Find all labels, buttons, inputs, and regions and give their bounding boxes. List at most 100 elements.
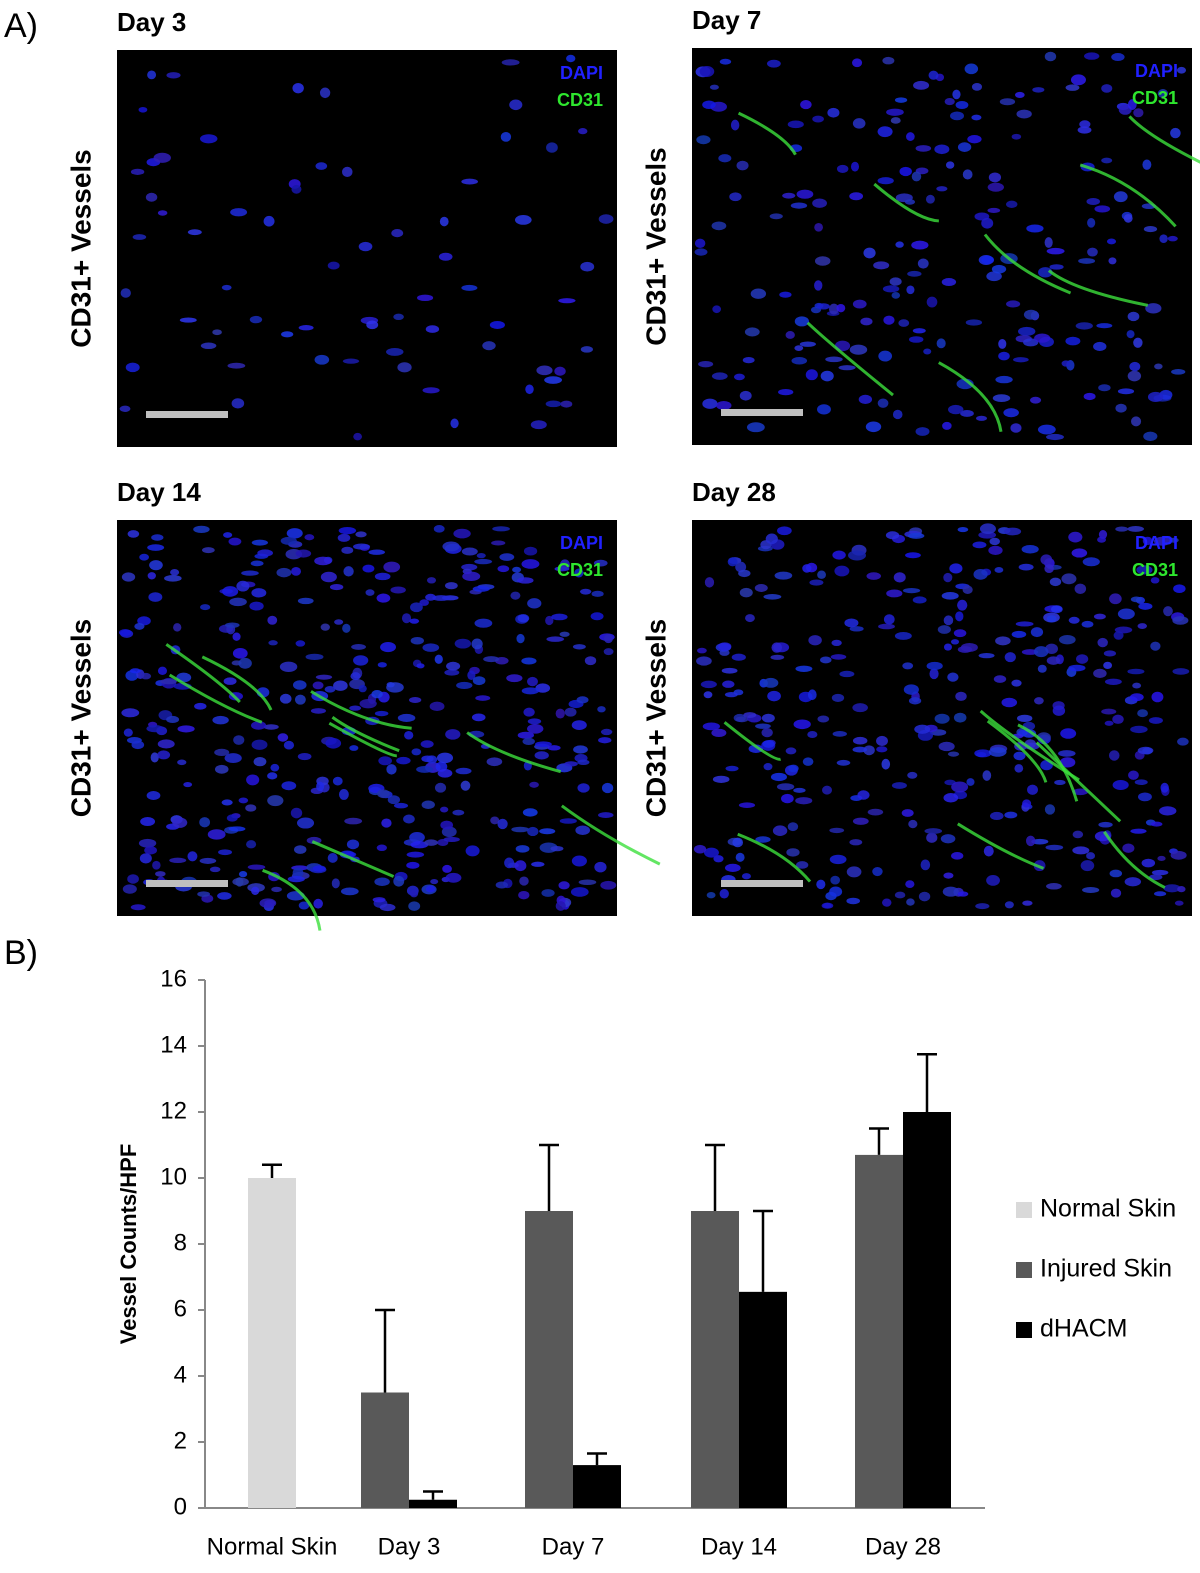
nucleus: [1060, 728, 1077, 739]
nucleus: [1127, 311, 1140, 322]
bar: [739, 1291, 787, 1508]
nucleus: [911, 240, 929, 250]
nucleus: [598, 214, 614, 224]
nucleus: [129, 668, 141, 674]
nucleus: [1075, 322, 1093, 330]
nucleus: [1101, 84, 1113, 93]
nucleus: [821, 902, 834, 909]
nucleus: [785, 331, 795, 339]
vessel: [986, 719, 1048, 783]
nucleus: [694, 238, 706, 248]
nucleus: [703, 691, 713, 699]
nucleus: [281, 781, 297, 791]
nucleus: [1070, 74, 1086, 86]
nucleus: [966, 778, 975, 786]
nucleus: [973, 568, 988, 580]
nucleus: [151, 534, 164, 541]
nucleus: [718, 642, 732, 651]
nucleus: [947, 404, 964, 415]
nucleus: [1046, 247, 1065, 255]
nucleus: [735, 561, 747, 573]
nucleus: [1054, 779, 1066, 786]
nucleus: [1142, 159, 1152, 170]
nucleus: [495, 881, 508, 889]
nucleus: [1068, 616, 1080, 624]
nucleus: [259, 898, 277, 908]
nucleus: [934, 144, 950, 155]
nucleus: [341, 546, 354, 554]
nucleus: [157, 750, 171, 760]
nucleus: [511, 826, 530, 833]
nucleus: [936, 186, 948, 192]
nucleus: [899, 166, 912, 177]
nucleus: [153, 152, 171, 163]
nucleus: [852, 703, 868, 713]
panel-title: Day 3: [117, 7, 186, 37]
nucleus: [1046, 615, 1057, 623]
nucleus: [454, 638, 472, 649]
nucleus: [230, 208, 248, 217]
nucleus: [523, 707, 535, 717]
nucleus: [696, 135, 711, 145]
nucleus: [986, 271, 1002, 282]
nucleus: [419, 599, 429, 606]
nucleus: [882, 285, 900, 293]
nucleus: [1098, 384, 1111, 392]
nucleus: [212, 329, 222, 336]
nucleus: [914, 724, 931, 734]
nucleus: [893, 572, 906, 583]
nucleus: [765, 533, 778, 545]
nucleus: [718, 154, 732, 163]
nucleus: [761, 728, 773, 738]
nucleus: [1160, 782, 1169, 793]
nucleus: [1061, 573, 1077, 585]
legend-swatch: [1016, 1262, 1032, 1278]
nucleus: [250, 560, 264, 567]
nucleus: [251, 886, 260, 896]
nucleus: [590, 612, 604, 621]
nucleus: [1023, 338, 1039, 347]
nucleus: [1113, 631, 1124, 640]
nucleus: [440, 806, 449, 813]
nucleus: [594, 861, 607, 873]
vessel: [1017, 723, 1079, 802]
nucleus: [437, 768, 453, 778]
nuclei: [119, 54, 614, 441]
bar: [525, 1211, 573, 1508]
nucleus: [368, 549, 385, 555]
nucleus: [877, 177, 894, 185]
nucleus: [878, 623, 895, 630]
nucleus: [1141, 858, 1156, 868]
nucleus: [535, 741, 552, 748]
nucleus: [521, 559, 540, 569]
nucleus: [1058, 634, 1076, 645]
nucleus: [246, 840, 257, 849]
nucleus: [164, 575, 182, 582]
nucleus: [886, 108, 904, 116]
nucleus: [883, 315, 895, 325]
nucleus: [177, 759, 187, 766]
nucleus: [362, 564, 375, 573]
nucleus: [251, 739, 268, 750]
nucleus: [1127, 99, 1137, 110]
nucleus: [1126, 330, 1135, 339]
nucleus: [194, 702, 207, 710]
nucleus: [381, 818, 392, 828]
nucleus: [1045, 844, 1064, 851]
nucleus: [512, 566, 522, 573]
nucleus: [779, 291, 792, 298]
nucleus: [558, 298, 576, 304]
nucleus: [1044, 804, 1056, 815]
nucleus: [436, 752, 454, 764]
nucleus: [241, 570, 259, 576]
nucleus: [1108, 257, 1117, 265]
nucleus: [1022, 799, 1032, 808]
nucleus: [359, 698, 377, 709]
nucleus: [247, 864, 266, 870]
bar: [903, 1112, 951, 1508]
nucleus: [1171, 369, 1186, 375]
nucleus: [426, 755, 438, 764]
nucleus: [822, 785, 832, 795]
nucleus: [964, 63, 979, 75]
nucleus: [516, 633, 525, 644]
